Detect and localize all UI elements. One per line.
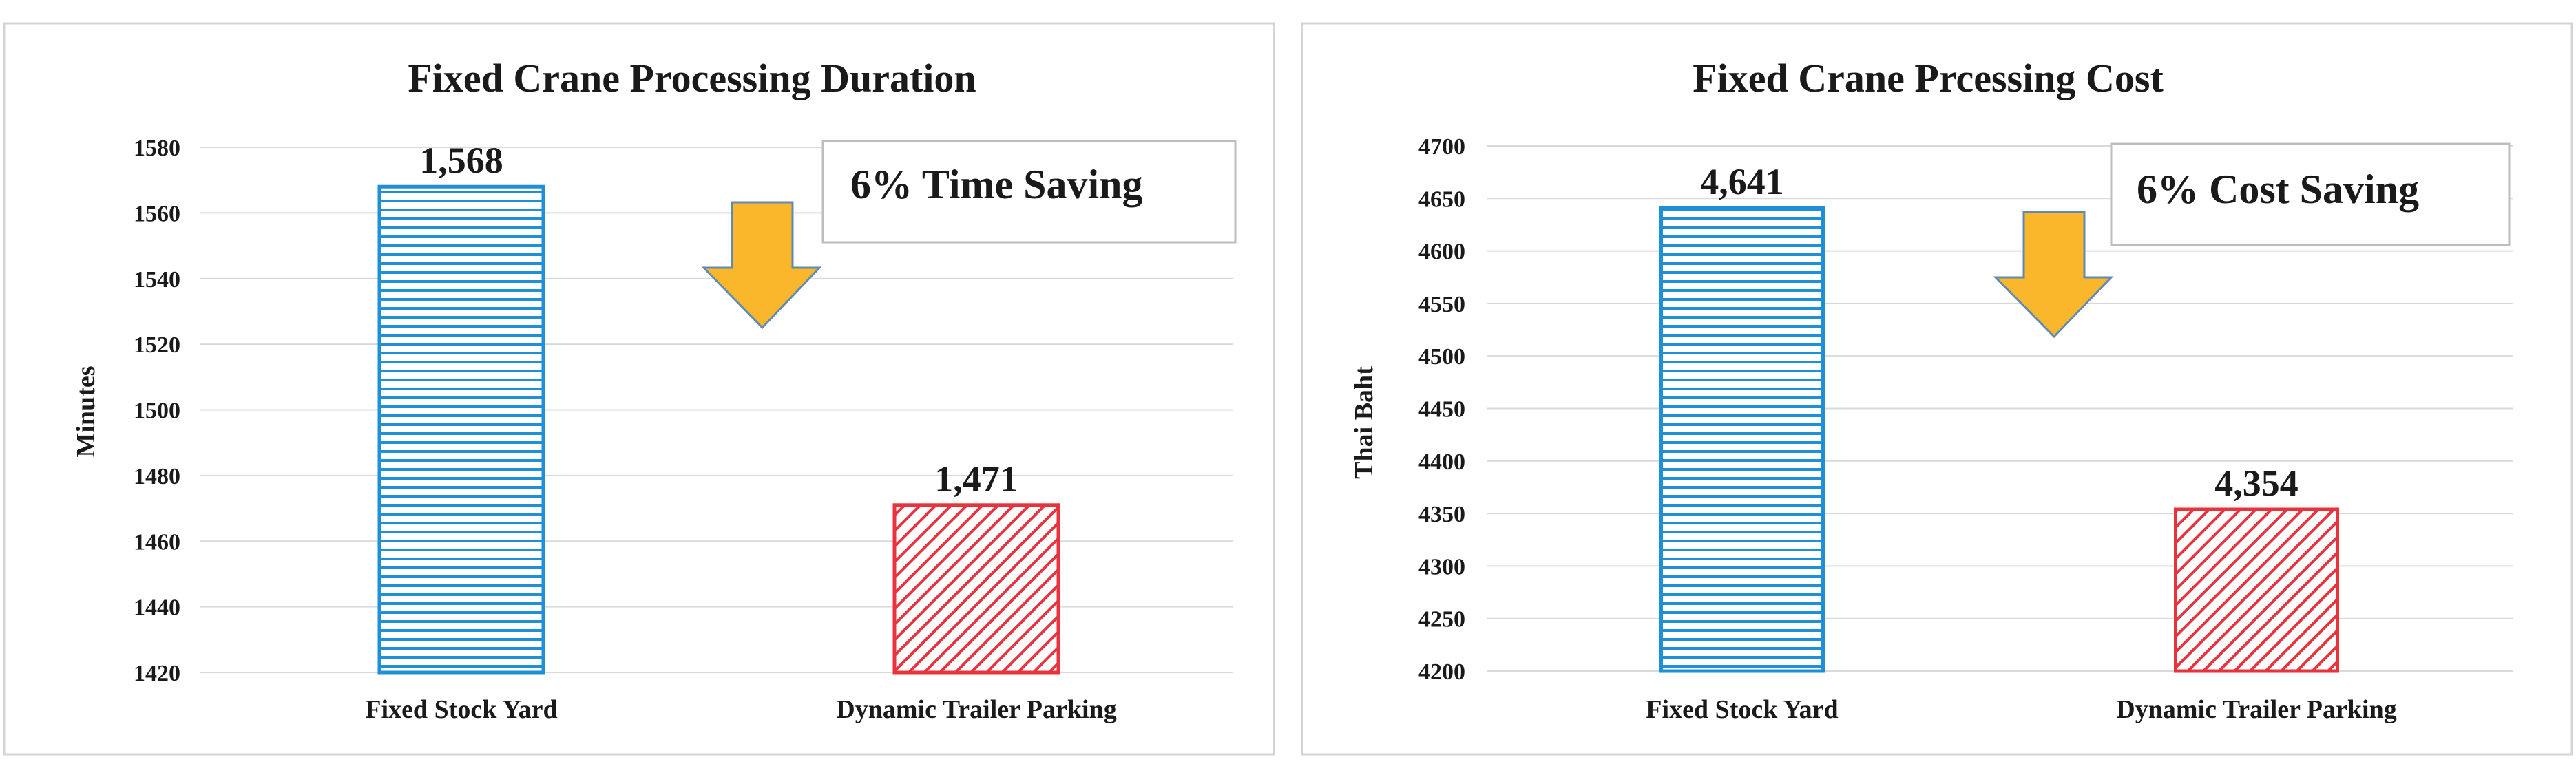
- bar: [892, 503, 1060, 675]
- bars: [377, 184, 1060, 675]
- y-tick-label: 4650: [1418, 187, 1465, 212]
- bar: [1659, 206, 1825, 673]
- callout-box: 6% Cost Saving: [2110, 142, 2511, 246]
- y-tick-label: 4500: [1418, 344, 1465, 370]
- data-label: 1,568: [419, 140, 503, 181]
- y-tick-label: 4450: [1418, 397, 1465, 423]
- y-axis-label: Thai Baht: [1350, 366, 1379, 479]
- category-label: Dynamic Trailer Parking: [2116, 695, 2396, 724]
- callout-text: 6% Cost Saving: [2137, 167, 2419, 212]
- chart-border: [3, 22, 1275, 756]
- y-tick-label: 4600: [1418, 240, 1465, 265]
- y-tick-label: 1460: [134, 529, 180, 555]
- bars: [1659, 206, 2339, 673]
- y-tick-label: 4250: [1418, 607, 1465, 633]
- y-tick-label: 4300: [1418, 554, 1465, 580]
- chart-title: Fixed Crane Processing Duration: [408, 56, 976, 100]
- down-arrow-icon: [701, 201, 822, 330]
- y-tick-label: 1500: [134, 399, 180, 424]
- down-arrow-icon: [1993, 211, 2114, 339]
- category-labels: Fixed Stock Yard Dynamic Trailer Parking: [1646, 695, 2396, 724]
- y-tick-label: 4350: [1418, 502, 1465, 527]
- y-tick-label: 1480: [134, 464, 180, 489]
- category-labels: Fixed Stock Yard Dynamic Trailer Parking: [365, 695, 1116, 724]
- chart-panel-duration: Fixed Crane Processing Duration Minutes …: [3, 22, 1275, 756]
- gridlines: [200, 147, 1233, 673]
- callout-text: 6% Time Saving: [850, 162, 1143, 207]
- chart-title: Fixed Crane Prcessing Cost: [1693, 56, 2164, 100]
- callout-box: 6% Time Saving: [821, 140, 1237, 244]
- category-label: Fixed Stock Yard: [365, 695, 557, 724]
- y-axis-label: Minutes: [72, 366, 101, 458]
- y-tick-label: 4200: [1418, 659, 1465, 685]
- category-label: Fixed Stock Yard: [1646, 695, 1838, 724]
- y-tick-label: 4700: [1418, 134, 1465, 160]
- y-tick-labels: 4200 4250 4300 4350 4400 4450 4500 4550 4600 4650…: [1418, 134, 1465, 685]
- y-tick-label: 1420: [134, 661, 180, 686]
- y-tick-label: 4400: [1418, 449, 1465, 475]
- data-label: 1,471: [934, 458, 1018, 500]
- y-tick-label: 1520: [134, 332, 180, 358]
- category-label: Dynamic Trailer Parking: [836, 695, 1116, 724]
- chart-panel-cost: Fixed Crane Prcessing Cost Thai Baht 420…: [1301, 22, 2573, 756]
- y-tick-label: 1560: [134, 201, 180, 226]
- bar: [377, 184, 545, 675]
- data-labels: 4,641 4,354: [1700, 161, 2298, 504]
- data-label: 4,354: [2214, 463, 2298, 504]
- data-labels: 1,568 1,471: [419, 140, 1018, 500]
- y-tick-label: 1580: [134, 136, 180, 161]
- y-tick-label: 1440: [134, 595, 180, 621]
- y-tick-label: 1540: [134, 267, 180, 293]
- bar: [2174, 507, 2339, 673]
- y-tick-label: 4550: [1418, 292, 1465, 317]
- chart-border: [1301, 22, 2573, 756]
- data-label: 4,641: [1700, 161, 1784, 202]
- y-tick-labels: 1420 1440 1460 1480 1500 1520 1540 1560 1580: [134, 136, 180, 686]
